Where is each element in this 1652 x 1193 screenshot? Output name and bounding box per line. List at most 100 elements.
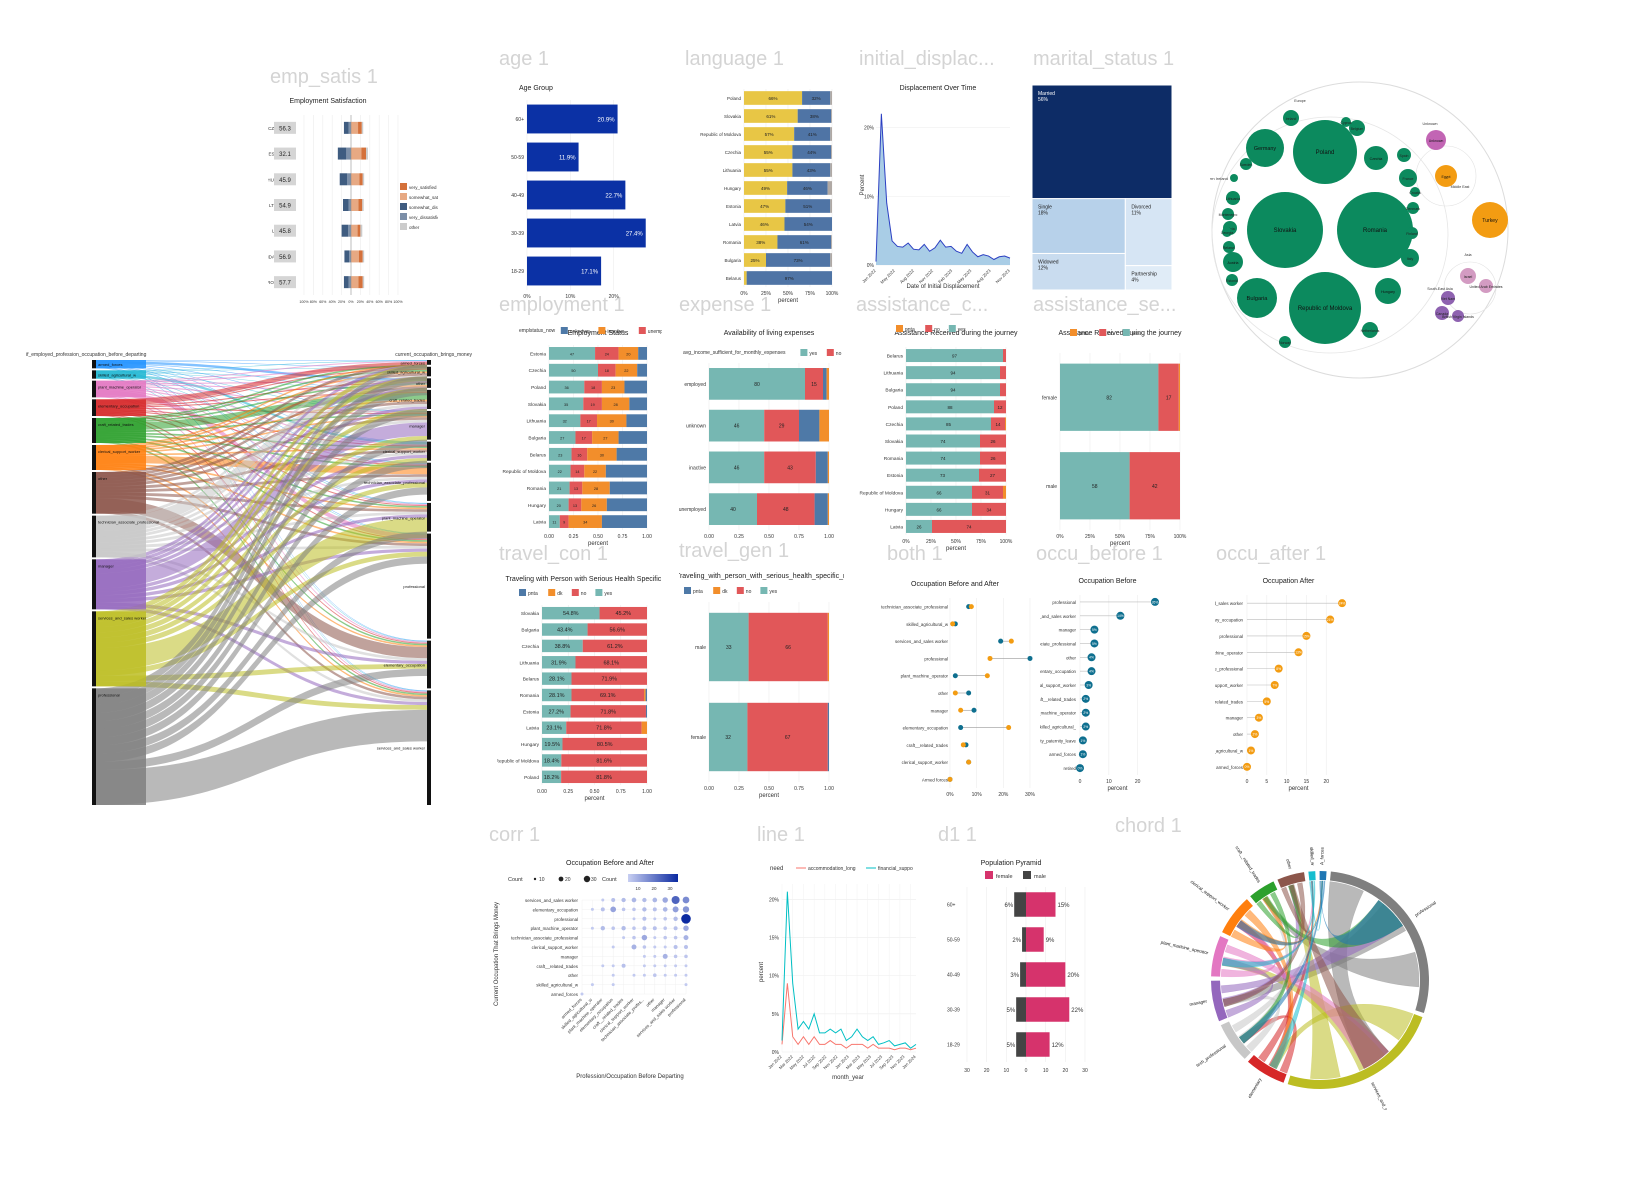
bar — [527, 142, 579, 172]
legend-label: no — [1108, 331, 1114, 337]
bar-no — [764, 409, 799, 442]
x-tick-label: 0% — [902, 539, 910, 545]
lollipop-point — [1338, 599, 1347, 608]
x-tick-label: Feb 2023 — [937, 268, 954, 285]
data-label: 16 — [577, 453, 581, 457]
sankey-node-label: clerical_support_worker — [98, 449, 141, 454]
sankey-node-label: elementary_occupation — [384, 663, 425, 668]
bubble — [1240, 158, 1252, 170]
bar-very_satisfied — [358, 121, 362, 134]
bubble-label: Netherlands — [1361, 329, 1380, 333]
legend-swatch — [925, 325, 933, 332]
bar-yes — [542, 705, 571, 718]
lollipop-point — [1262, 697, 1271, 706]
group-label: South-East Asia — [1427, 287, 1453, 291]
matrix-dot — [601, 898, 605, 902]
matrix-dot — [611, 964, 615, 968]
data-label: 4% — [1089, 656, 1094, 660]
y-tick-label: Belarus — [523, 677, 540, 683]
treemap-value: 4% — [1131, 278, 1139, 284]
bar-employed — [549, 498, 569, 512]
y-tick-label: 0% — [867, 263, 875, 269]
y-tick-label: inactive — [689, 465, 706, 471]
bar-blue — [785, 199, 831, 213]
legend-label: no — [581, 591, 587, 597]
y-tick-label: Hungary — [521, 742, 540, 748]
x-tick-label: 0.75 — [794, 786, 804, 792]
legend-color-bar — [628, 874, 678, 882]
bar-female — [1026, 962, 1066, 987]
living-expenses-chart: Availability of living expenses avg_incom… — [679, 330, 842, 540]
y-tick-label: armed_forces — [1049, 752, 1077, 757]
matrix-dot — [684, 983, 688, 987]
bar-dk — [827, 612, 829, 682]
chart-title: Occupation Before and After — [566, 860, 655, 867]
sankey-flow — [96, 487, 427, 746]
bar-no — [980, 434, 1006, 448]
x-tick-label: 25% — [761, 291, 772, 297]
bubble — [1397, 148, 1411, 162]
data-label: 2% — [1253, 732, 1258, 736]
bar-yes — [542, 639, 583, 653]
x-tick-label: 0.00 — [704, 534, 714, 540]
y-tick-label: Latvia — [533, 520, 546, 526]
chart-title: Occupation Before — [1079, 578, 1137, 585]
score-label: 45.8 — [279, 229, 291, 235]
lollipop-point — [1302, 631, 1311, 640]
y-tick-label: Poland — [888, 405, 903, 411]
y-tick-label: Hungary — [885, 507, 904, 513]
x-tick-label: 60% — [319, 300, 327, 304]
sankey-node-band — [96, 360, 146, 369]
bar-yes — [709, 409, 765, 442]
y-tick-label: armed_forces — [1216, 765, 1244, 770]
matrix-dot — [601, 964, 605, 968]
data-label: 15% — [1058, 903, 1071, 909]
bar-male — [1016, 1032, 1026, 1057]
data-label: 97% — [785, 276, 794, 281]
bar-no — [571, 672, 647, 685]
lollipop-point — [1246, 746, 1255, 755]
y-tick-label: skilled_agricultural_w — [536, 983, 579, 988]
bar-inactive — [581, 498, 607, 512]
x-tick-label: 10 — [1106, 779, 1112, 785]
score-box — [274, 173, 296, 186]
age-group-chart: Age Group 0% 10% 20% 60+ 20.9% 50-59 11.9% 40-49… — [511, 85, 646, 300]
x-tick-label: May 2022 — [879, 268, 896, 285]
bar-no — [566, 721, 642, 734]
y-tick-label: other — [1066, 655, 1077, 660]
y-tick-label: Republic of Moldova — [497, 758, 539, 764]
matrix-dot — [683, 925, 689, 931]
treemap-tile — [1031, 252, 1126, 291]
data-label: 26 — [990, 439, 996, 444]
data-label: 27 — [603, 437, 607, 441]
score-box — [274, 199, 296, 211]
y-tick-label: Latvia — [890, 524, 903, 530]
y-axis-label: percent — [759, 962, 765, 982]
bubble-label: Republic of Moldova — [1298, 306, 1353, 312]
y-tick-label: plant_machine_operator — [901, 674, 949, 679]
bar-unempl — [598, 363, 616, 377]
bubble — [1223, 241, 1235, 253]
bar-very_dissatisfied — [348, 199, 351, 211]
data-label: 1% — [1249, 749, 1254, 753]
sankey-flow — [96, 460, 427, 738]
matrix-dot — [684, 973, 688, 977]
x-tick-label: 0% — [348, 300, 354, 304]
bar-unknown — [605, 464, 647, 478]
bar-pnta — [645, 705, 647, 718]
data-label: 45.2% — [615, 611, 631, 617]
matrix-dot — [632, 917, 636, 921]
sankey-flow — [96, 454, 427, 592]
bar-yes — [542, 623, 588, 636]
data-label: 20 — [626, 352, 630, 356]
data-label: 12% — [1052, 1043, 1065, 1049]
treemap-tile — [1124, 265, 1173, 291]
bar-yes — [906, 468, 979, 482]
treemap-label: Married — [1038, 91, 1055, 97]
bar-somewhat_satisfied — [351, 147, 362, 160]
x-axis-label: percent — [1288, 786, 1308, 792]
data-label: 28.1% — [549, 693, 565, 699]
bar-blue — [766, 253, 831, 267]
sankey-flow — [96, 360, 427, 361]
data-label: 54% — [804, 222, 813, 227]
